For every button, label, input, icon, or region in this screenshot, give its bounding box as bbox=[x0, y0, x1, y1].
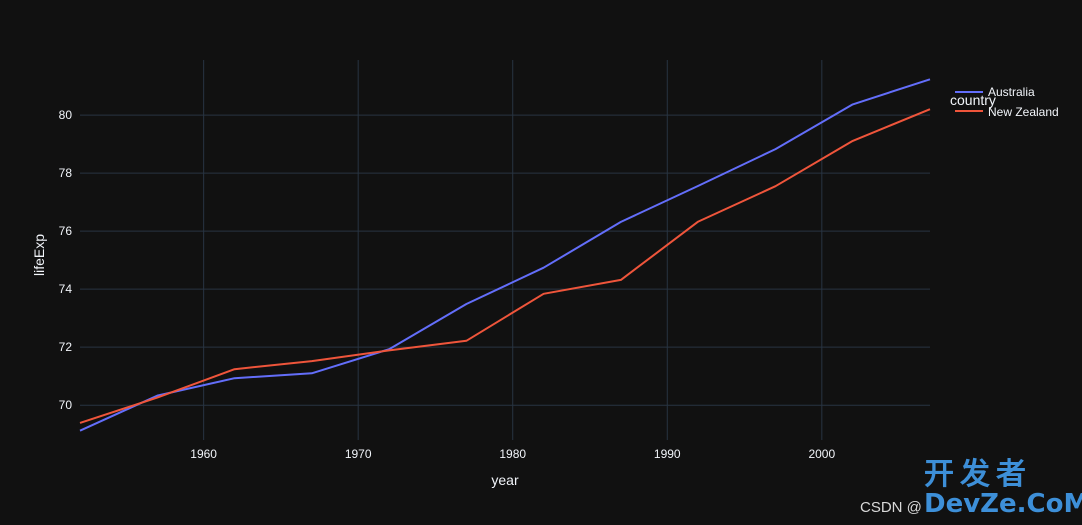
watermark-csdn-text: CSDN @ bbox=[860, 499, 922, 516]
x-tick-label-1990: 1990 bbox=[654, 447, 681, 461]
y-tick-label-70: 70 bbox=[59, 398, 73, 412]
y-axis-ticks: 70 72 74 76 78 80 bbox=[59, 108, 73, 412]
watermark-cn-text: 开发者 bbox=[924, 457, 1032, 492]
x-tick-label-1970: 1970 bbox=[345, 447, 372, 461]
series-line-australia[interactable] bbox=[79, 78, 931, 432]
legend-label-australia: Australia bbox=[988, 85, 1035, 99]
legend-item-new-zealand[interactable]: New Zealand bbox=[955, 105, 1059, 119]
y-tick-label-76: 76 bbox=[59, 224, 73, 238]
legend-title: country bbox=[950, 92, 996, 108]
y-tick-label-78: 78 bbox=[59, 166, 73, 180]
grid bbox=[80, 60, 930, 440]
series-lines bbox=[79, 78, 931, 432]
x-axis-ticks: 1960 1970 1980 1990 2000 bbox=[190, 447, 835, 461]
x-tick-label-2000: 2000 bbox=[808, 447, 835, 461]
legend-item-australia[interactable]: Australia bbox=[955, 85, 1035, 99]
y-tick-label-74: 74 bbox=[59, 282, 73, 296]
legend-label-new-zealand: New Zealand bbox=[988, 105, 1059, 119]
y-axis-title: lifeExp bbox=[31, 234, 47, 276]
x-axis-title: year bbox=[491, 472, 519, 488]
y-tick-label-72: 72 bbox=[59, 340, 73, 354]
watermark: 开发者 CSDN @ DevZe.CoM bbox=[860, 457, 1082, 519]
y-tick-label-80: 80 bbox=[59, 108, 73, 122]
watermark-en-text: DevZe.CoM bbox=[924, 489, 1082, 519]
legend: country Australia New Zealand bbox=[950, 85, 1059, 119]
series-line-new-zealand[interactable] bbox=[79, 108, 931, 424]
x-tick-label-1960: 1960 bbox=[190, 447, 217, 461]
x-tick-label-1980: 1980 bbox=[499, 447, 526, 461]
